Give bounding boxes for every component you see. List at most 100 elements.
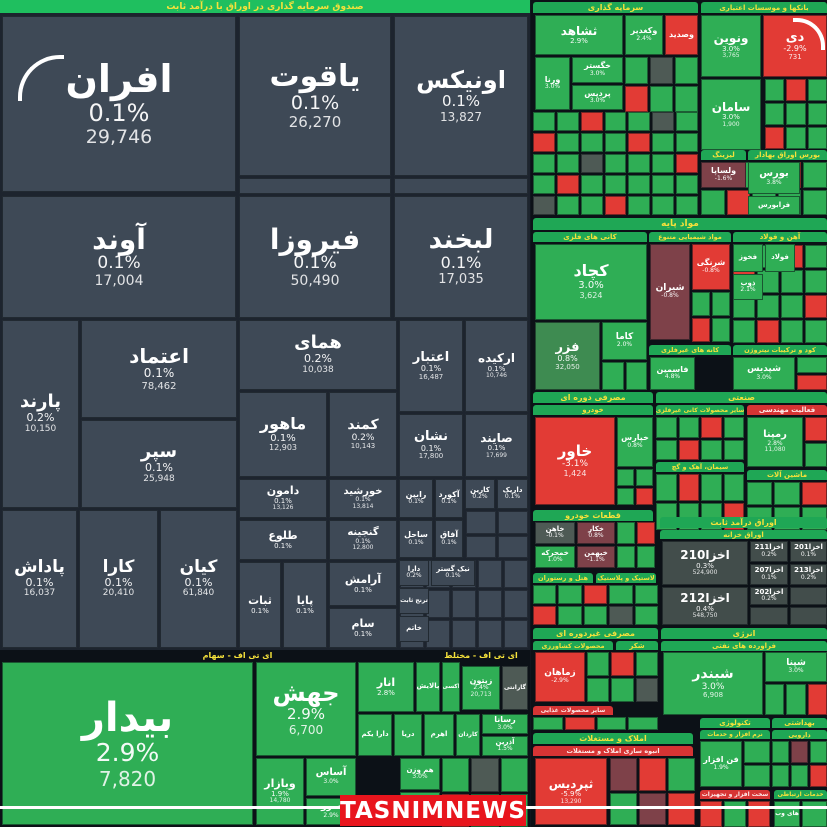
tile-آوند[interactable]: آوند 0.1% 17,004 xyxy=(2,196,236,318)
tile-سام[interactable]: سام 0.1% xyxy=(329,608,397,648)
tile-نیک گستر[interactable]: نیک گستر 0.1% xyxy=(431,560,475,586)
mosaic-tile[interactable] xyxy=(805,270,827,293)
mosaic-tile[interactable] xyxy=(712,318,730,342)
mosaic-tile[interactable] xyxy=(744,741,770,763)
mosaic-tile[interactable] xyxy=(558,606,582,625)
tile-اخزا210[interactable]: اخزا210 0.3% 524,900 xyxy=(662,541,748,585)
tile-بورس[interactable]: بورس 3.8% xyxy=(748,162,800,194)
tile-اخزا212[interactable]: اخزا212 0.4% 548,750 xyxy=(662,587,748,625)
tile-دارا یکم[interactable]: دارا یکم xyxy=(358,714,392,756)
mosaic-tile[interactable] xyxy=(678,417,699,438)
mosaic-tile[interactable] xyxy=(801,482,827,505)
mosaic-tile[interactable] xyxy=(533,175,555,194)
mosaic-tile[interactable] xyxy=(652,196,675,215)
mosaic-tile[interactable] xyxy=(580,154,603,173)
tile-دریا[interactable]: دریا xyxy=(394,714,422,756)
tile-فن افزار[interactable]: فن افزار 1.9% xyxy=(700,741,742,787)
mosaic-tile[interactable] xyxy=(656,417,677,438)
tile-هم وزن[interactable]: هم وزن 3.0% xyxy=(400,758,440,790)
mosaic-tile[interactable] xyxy=(786,684,806,715)
mosaic-tile[interactable] xyxy=(628,175,651,194)
tile-شپنا[interactable]: شپنا 3.0% xyxy=(765,652,827,682)
tile-اخزا201[interactable]: اخزا201 0.1% xyxy=(790,541,827,562)
tile-ولساپا[interactable]: ولساپا -1.6% xyxy=(701,162,746,188)
tile-خاتم[interactable]: خاتم xyxy=(399,616,429,642)
mosaic-tile[interactable] xyxy=(726,189,751,215)
mosaic-tile[interactable] xyxy=(583,606,608,625)
mosaic-tile[interactable] xyxy=(610,758,637,791)
mosaic-tile[interactable] xyxy=(478,620,502,648)
mosaic-tile[interactable] xyxy=(556,175,579,194)
mosaic-tile[interactable] xyxy=(723,439,744,460)
tile-بیدار[interactable]: بیدار 2.9% 7,820 xyxy=(2,662,253,825)
tile-دارا[interactable]: دارا 0.2% xyxy=(399,560,429,586)
tile-پارند[interactable]: پارند 0.2% 10,150 xyxy=(2,320,79,508)
mosaic-tile[interactable] xyxy=(797,357,827,373)
mosaic-tile[interactable] xyxy=(533,717,563,730)
tile[interactable] xyxy=(394,178,528,194)
mosaic-tile[interactable] xyxy=(628,133,651,152)
tile-فاسمین[interactable]: فاسمین 4.8% xyxy=(650,357,695,390)
tile-خکار[interactable]: خکار 0.8% xyxy=(577,522,615,544)
mosaic-tile[interactable] xyxy=(786,79,806,101)
mosaic-tile[interactable] xyxy=(712,292,730,316)
mosaic-tile[interactable] xyxy=(587,652,610,676)
tile-داریک[interactable]: داریک 0.1% xyxy=(497,479,528,509)
mosaic-tile[interactable] xyxy=(747,482,773,505)
mosaic-tile[interactable] xyxy=(533,112,555,131)
mosaic-tile[interactable] xyxy=(678,439,699,460)
tile-اعتماد[interactable]: اعتماد 0.1% 78,462 xyxy=(81,320,237,418)
tile-آکورد[interactable]: آکورد 0.1% xyxy=(435,479,463,518)
mosaic-tile[interactable] xyxy=(765,127,785,149)
mosaic-tile[interactable] xyxy=(810,741,827,763)
tile-اخزا202[interactable]: اخزا202 0.2% xyxy=(750,587,788,605)
mosaic-tile[interactable] xyxy=(596,717,627,730)
mosaic-tile[interactable] xyxy=(602,362,624,390)
mosaic-tile[interactable] xyxy=(774,482,800,505)
tile[interactable] xyxy=(750,607,788,625)
mosaic-tile[interactable] xyxy=(757,320,779,343)
tile-شبندر[interactable]: شبندر 3.0% 6,908 xyxy=(663,652,763,715)
mosaic-tile[interactable] xyxy=(635,652,658,676)
mosaic-tile[interactable] xyxy=(692,318,710,342)
mosaic-tile[interactable] xyxy=(786,103,806,125)
mosaic-tile[interactable] xyxy=(807,103,827,125)
mosaic-tile[interactable] xyxy=(650,57,673,84)
mosaic-tile[interactable] xyxy=(533,196,555,215)
tile-پالایش[interactable]: پالایش xyxy=(416,662,440,712)
tile-آرامش[interactable]: آرامش 0.1% xyxy=(329,562,397,606)
mosaic-tile[interactable] xyxy=(635,678,658,702)
mosaic-tile[interactable] xyxy=(478,590,502,618)
tile-خاهن[interactable]: خاهن -0.1% xyxy=(535,522,575,544)
mosaic-tile[interactable] xyxy=(628,112,651,131)
mosaic-tile[interactable] xyxy=(748,801,770,827)
mosaic-tile[interactable] xyxy=(757,295,779,318)
mosaic-tile[interactable] xyxy=(533,606,557,625)
tile-ارکیده[interactable]: ارکیده 0.1% 10,746 xyxy=(465,320,528,412)
tile-اهرم[interactable]: اهرم xyxy=(424,714,454,756)
mosaic-tile[interactable] xyxy=(807,79,827,101)
tile-پردیس[interactable]: پردیس 3.0% xyxy=(572,85,623,110)
mosaic-tile[interactable] xyxy=(466,535,496,558)
mosaic-tile[interactable] xyxy=(637,522,655,544)
tile-لبخند[interactable]: لبخند 0.1% 17,035 xyxy=(394,196,528,318)
tile[interactable] xyxy=(805,417,827,441)
tile-ورنا[interactable]: ورنا 3.0% xyxy=(535,57,570,110)
tile-اکسی[interactable]: اکسی xyxy=(442,662,460,712)
mosaic-tile[interactable] xyxy=(675,57,698,84)
tile-افران[interactable]: افران 0.1% 29,746 xyxy=(2,16,236,192)
tile-خپارس[interactable]: خپارس 0.8% xyxy=(617,417,653,467)
tile-ونوین[interactable]: ونوین 3.0% 3,765 xyxy=(701,15,761,77)
mosaic-tile[interactable] xyxy=(805,295,827,318)
mosaic-tile[interactable] xyxy=(583,585,608,604)
tile-انار[interactable]: انار 2.8% xyxy=(358,662,414,712)
mosaic-tile[interactable] xyxy=(765,79,785,101)
tile-همای[interactable]: همای 0.2% 10,038 xyxy=(239,320,397,390)
mosaic-tile[interactable] xyxy=(652,154,675,173)
tile-دامون[interactable]: دامون 0.1% 13,126 xyxy=(239,479,327,518)
mosaic-tile[interactable] xyxy=(442,758,470,792)
tile-جهش[interactable]: جهش 2.9% 6,700 xyxy=(256,662,356,756)
mosaic-tile[interactable] xyxy=(656,439,677,460)
tile-اخزا213[interactable]: اخزا213 0.2% xyxy=(790,564,827,585)
mosaic-tile[interactable] xyxy=(628,154,651,173)
